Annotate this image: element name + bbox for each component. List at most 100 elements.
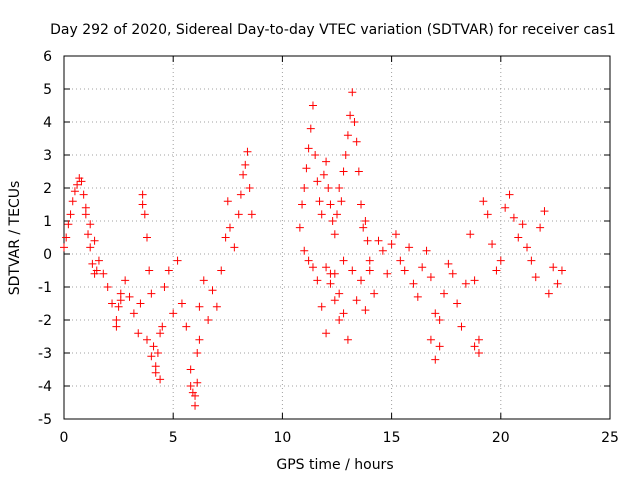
data-point — [391, 230, 400, 239]
data-point — [348, 88, 357, 97]
data-point — [361, 217, 370, 225]
data-point — [73, 180, 82, 189]
data-point — [435, 342, 444, 351]
data-point — [479, 197, 488, 206]
data-point — [330, 296, 339, 305]
data-points — [60, 88, 566, 410]
data-point — [90, 236, 99, 245]
data-point — [199, 276, 208, 285]
data-point — [322, 329, 331, 338]
data-point — [553, 279, 562, 288]
data-point — [225, 223, 234, 232]
data-point — [186, 365, 195, 374]
data-point — [217, 266, 226, 275]
data-point — [108, 299, 117, 308]
data-point — [470, 276, 479, 285]
data-point — [440, 289, 449, 298]
data-point — [466, 230, 475, 239]
data-point — [308, 263, 317, 272]
data-point — [339, 256, 348, 265]
data-point — [134, 329, 143, 338]
data-point — [483, 210, 492, 219]
y-tick-labels: -5 -4 -3 -2 -1 0 1 2 3 4 5 6 — [38, 49, 52, 428]
data-point — [357, 200, 366, 209]
data-point — [322, 157, 331, 166]
data-point — [160, 283, 169, 291]
data-point — [212, 302, 221, 311]
data-point — [527, 256, 536, 265]
y-tick-label: -5 — [38, 412, 52, 428]
data-point — [365, 256, 374, 265]
data-point — [92, 266, 101, 275]
data-point — [195, 302, 204, 311]
data-point — [453, 299, 462, 308]
x-tick-label: 0 — [60, 430, 69, 446]
data-point — [193, 378, 202, 387]
y-tick-label: 2 — [43, 181, 52, 197]
data-point — [326, 200, 335, 209]
data-point — [523, 243, 532, 252]
y-tick-label: 6 — [43, 49, 52, 65]
data-point — [125, 292, 134, 301]
data-point — [223, 197, 232, 206]
data-point — [317, 302, 326, 311]
data-point — [363, 236, 372, 245]
data-point — [313, 177, 322, 186]
data-point — [319, 170, 328, 179]
x-tick-label: 20 — [492, 430, 510, 446]
data-point — [431, 355, 440, 364]
data-point — [387, 240, 396, 249]
data-point — [335, 184, 344, 192]
data-point — [383, 269, 392, 278]
data-point — [208, 286, 217, 295]
data-point — [322, 263, 331, 272]
data-point — [298, 200, 307, 209]
data-point — [84, 230, 93, 239]
data-point — [60, 243, 68, 252]
data-point — [444, 259, 453, 268]
data-point — [70, 187, 79, 196]
data-point — [239, 170, 248, 179]
data-point — [418, 263, 427, 272]
data-point — [354, 167, 363, 176]
data-point — [317, 210, 326, 219]
chart-title: Day 292 of 2020, Sidereal Day-to-day VTE… — [50, 22, 616, 38]
data-point — [241, 160, 250, 169]
data-point — [346, 111, 355, 120]
y-tick-label: -3 — [38, 346, 52, 362]
data-point — [308, 101, 317, 110]
data-point — [204, 316, 213, 324]
data-point — [536, 223, 545, 232]
y-tick-label: -1 — [38, 280, 52, 296]
y-tick-label: 5 — [43, 82, 52, 98]
y-tick-label: -2 — [38, 313, 52, 329]
data-point — [343, 131, 352, 140]
data-point — [86, 220, 95, 229]
data-point — [474, 349, 483, 357]
data-point — [142, 335, 151, 344]
data-point — [357, 276, 366, 285]
x-tick-label: 10 — [273, 430, 291, 446]
data-point — [365, 266, 374, 275]
data-point — [86, 243, 95, 252]
y-tick-label: 0 — [43, 247, 52, 263]
data-point — [234, 210, 243, 219]
data-point — [461, 279, 470, 288]
data-point — [352, 137, 361, 146]
data-point — [306, 124, 315, 133]
y-axis-label: SDTVAR / TECUs — [7, 181, 23, 296]
data-point — [64, 220, 73, 229]
data-point — [400, 266, 409, 275]
data-point — [79, 190, 88, 199]
data-point — [236, 190, 245, 199]
data-point — [140, 210, 149, 219]
data-point — [378, 246, 387, 255]
data-point — [337, 197, 346, 206]
data-point — [328, 217, 337, 225]
data-point — [114, 302, 123, 311]
data-point — [413, 292, 422, 301]
data-point — [333, 210, 341, 219]
data-point — [66, 210, 75, 219]
data-point — [158, 322, 167, 331]
